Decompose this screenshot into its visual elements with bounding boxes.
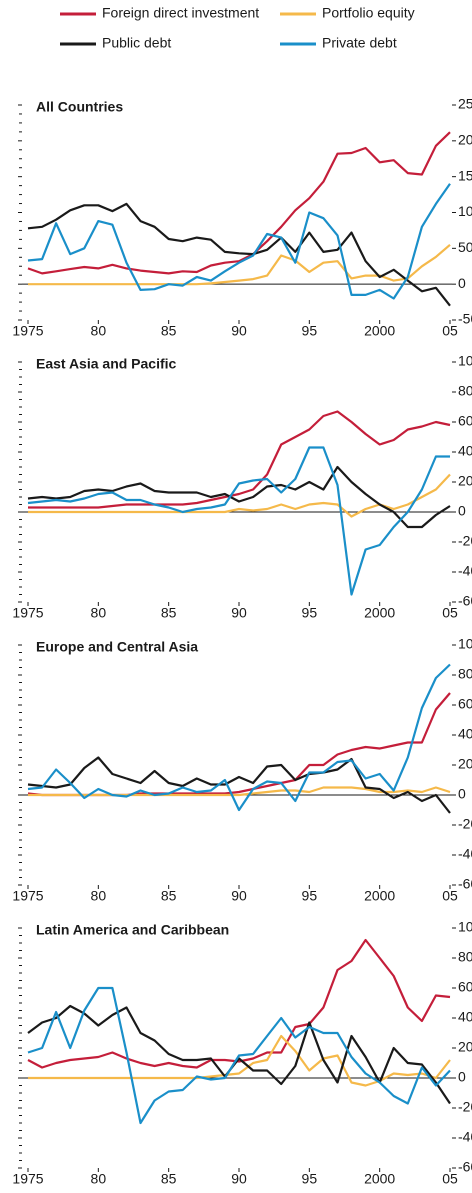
x-tick-label: 2000 [364, 323, 395, 339]
y-tick-label: 40 [458, 1009, 472, 1025]
y-tick-label: 60 [458, 696, 472, 712]
y-tick-label: 20 [458, 756, 472, 772]
y-tick-label: -20 [458, 816, 472, 832]
y-tick-label: -20 [458, 533, 472, 549]
y-tick-label: 60 [458, 979, 472, 995]
y-tick-label: -20 [458, 1099, 472, 1115]
y-tick-label: 0 [458, 275, 466, 291]
series-line [27, 446, 450, 596]
x-tick-label: 95 [302, 1171, 318, 1187]
panel-title: All Countries [36, 99, 123, 115]
series-line [28, 410, 451, 509]
x-tick-label: 2000 [364, 888, 395, 904]
x-tick-label: 90 [231, 323, 247, 339]
series-line [27, 692, 451, 797]
legend-label: Private debt [322, 35, 397, 51]
y-tick-label: 20 [458, 473, 472, 489]
panel-title: Europe and Central Asia [36, 639, 198, 655]
series-line [28, 243, 451, 286]
x-tick-label: 90 [231, 1171, 247, 1187]
y-tick-label: 100 [458, 203, 472, 219]
series-line [27, 465, 451, 529]
x-tick-label: 05 [442, 1171, 458, 1187]
x-tick-label: 80 [91, 1171, 107, 1187]
y-tick-label: 200 [458, 132, 472, 148]
y-tick-label: 80 [458, 383, 472, 399]
x-tick-label: 95 [302, 323, 318, 339]
y-tick-label: 0 [458, 1069, 466, 1085]
y-tick-label: 40 [458, 443, 472, 459]
y-tick-label: 0 [458, 786, 466, 802]
y-tick-label: -40 [458, 1129, 472, 1145]
x-tick-label: 1975 [12, 605, 43, 621]
y-tick-label: -40 [458, 846, 472, 862]
series-line [28, 786, 451, 797]
y-tick-label: -60 [458, 1159, 472, 1175]
series-line [27, 131, 451, 275]
x-tick-label: 85 [161, 888, 177, 904]
x-tick-label: 1975 [12, 1171, 43, 1187]
series-line [27, 756, 451, 814]
x-tick-label: 05 [442, 605, 458, 621]
panel-title: East Asia and Pacific [36, 356, 177, 372]
y-tick-label: -60 [458, 593, 472, 609]
x-tick-label: 85 [161, 323, 177, 339]
y-tick-label: 0 [458, 503, 466, 519]
y-tick-label: -60 [458, 876, 472, 892]
x-tick-label: 85 [161, 605, 177, 621]
x-tick-label: 1975 [12, 888, 43, 904]
x-tick-label: 1975 [12, 323, 43, 339]
x-tick-label: 80 [91, 888, 107, 904]
y-tick-label: 100 [458, 636, 472, 652]
legend-label: Portfolio equity [322, 5, 415, 21]
series-line [27, 938, 451, 1069]
y-tick-label: 250 [458, 96, 472, 112]
x-tick-label: 2000 [364, 605, 395, 621]
series-line [27, 986, 451, 1125]
y-tick-label: 60 [458, 413, 472, 429]
x-tick-label: 95 [302, 888, 318, 904]
legend-label: Foreign direct investment [102, 5, 259, 21]
x-tick-label: 80 [91, 323, 107, 339]
y-tick-label: -40 [458, 563, 472, 579]
series-line [27, 183, 451, 300]
y-tick-label: 100 [458, 919, 472, 935]
y-tick-label: 150 [458, 167, 472, 183]
y-tick-label: 100 [458, 353, 472, 369]
y-tick-label: 50 [458, 239, 472, 255]
panel-title: Latin America and Caribbean [36, 922, 229, 938]
series-line [27, 202, 451, 307]
y-tick-label: 80 [458, 666, 472, 682]
y-tick-label: 80 [458, 949, 472, 965]
y-tick-label: 20 [458, 1039, 472, 1055]
x-tick-label: 95 [302, 605, 318, 621]
y-tick-label: -50 [458, 311, 472, 327]
x-tick-label: 90 [231, 888, 247, 904]
x-tick-label: 05 [442, 888, 458, 904]
x-tick-label: 85 [161, 1171, 177, 1187]
legend-label: Public debt [102, 35, 171, 51]
y-tick-label: 40 [458, 726, 472, 742]
series-line [27, 663, 451, 812]
x-tick-label: 80 [91, 605, 107, 621]
x-tick-label: 2000 [364, 1171, 395, 1187]
x-tick-label: 90 [231, 605, 247, 621]
x-tick-label: 05 [442, 323, 458, 339]
